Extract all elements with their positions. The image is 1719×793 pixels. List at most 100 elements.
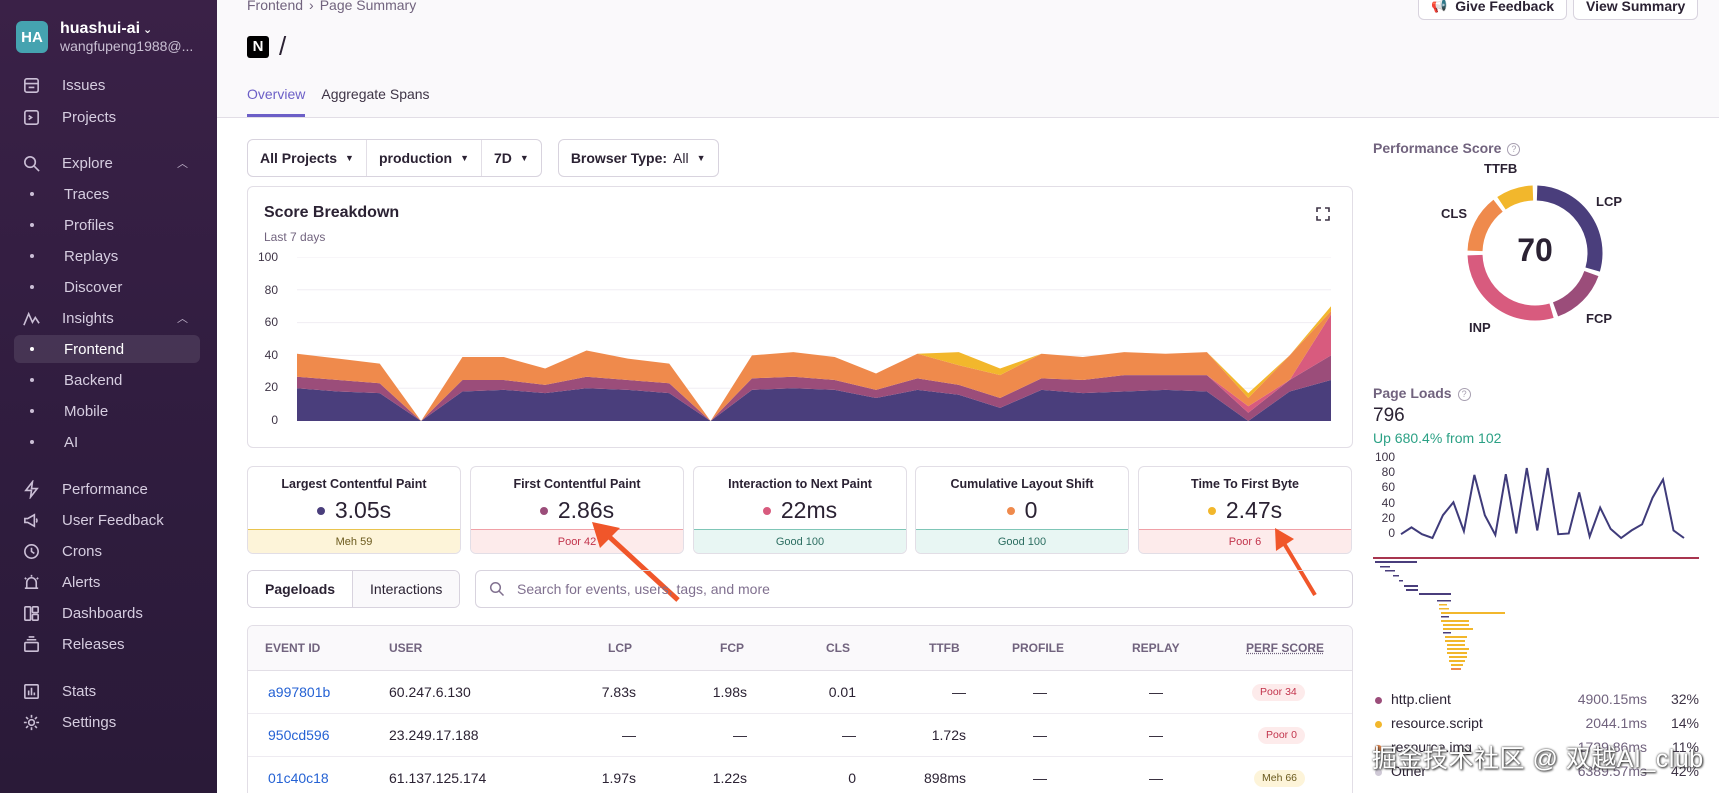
question-icon[interactable]: ? [1507, 143, 1521, 156]
nav-ai[interactable]: AI [14, 428, 200, 456]
breadcrumb-page-summary: Page Summary [319, 0, 417, 13]
col-lcp[interactable]: LCP [608, 641, 632, 655]
search-icon [489, 581, 505, 597]
vital-card-inp[interactable]: Interaction to Next Paint 22ms Good 100 [693, 466, 907, 554]
cell-ttfb: — [952, 684, 966, 700]
vital-card-lcp[interactable]: Largest Contentful Paint 3.05s Meh 59 [247, 466, 461, 554]
span-waterfall [1373, 557, 1699, 670]
col-ttfb[interactable]: TTFB [929, 641, 960, 655]
score-breakdown-chart [297, 257, 1331, 421]
legend-pct: 32% [1670, 691, 1699, 707]
vital-status: Poor 42 [471, 529, 683, 553]
event-id-link[interactable]: 950cd596 [268, 727, 330, 743]
ring-label-inp: INP [1469, 320, 1491, 335]
nav-stats[interactable]: Stats [14, 677, 200, 705]
nav-insights[interactable]: Insights ︿ [14, 304, 200, 332]
legend-pct: 14% [1670, 715, 1699, 731]
col-profile[interactable]: PROFILE [1012, 641, 1065, 655]
nav-releases[interactable]: Releases [14, 630, 200, 658]
nav-label: Projects [62, 108, 117, 126]
event-id-link[interactable]: a997801b [268, 684, 331, 700]
bullet-icon [30, 254, 34, 258]
nav-alerts[interactable]: Alerts [14, 568, 200, 596]
project-filter[interactable]: All Projects ▼ [248, 140, 367, 176]
title-text: Page Loads [1373, 385, 1452, 401]
vital-name: Largest Contentful Paint [281, 477, 427, 491]
tab-aggregate-spans[interactable]: Aggregate Spans [321, 86, 430, 102]
nav-backend[interactable]: Backend [14, 366, 200, 394]
insights-icon [20, 307, 42, 329]
nav-projects[interactable]: Projects [14, 103, 200, 131]
tab-interactions[interactable]: Interactions [353, 571, 460, 607]
nav-label: Insights [62, 309, 114, 327]
legend-row-http-client[interactable]: http.client 4900.15ms 32% [1373, 691, 1699, 711]
col-fcp[interactable]: FCP [720, 641, 744, 655]
legend-row-resource-script[interactable]: resource.script 2044.1ms 14% [1373, 715, 1699, 735]
cell-profile: — [1033, 684, 1047, 700]
tab-pageloads[interactable]: Pageloads [248, 571, 354, 607]
nav-label: Mobile [64, 402, 109, 420]
browser-filter-group: Browser Type: All ▼ [557, 139, 719, 177]
nav-traces[interactable]: Traces [14, 180, 200, 208]
nav-issues[interactable]: Issues [14, 71, 200, 99]
lightning-icon [20, 478, 42, 500]
legend-row-other[interactable]: Other 6389.57ms 42% [1373, 763, 1699, 783]
nav-settings[interactable]: Settings [14, 708, 200, 736]
legend-time: 1739.86ms [1577, 739, 1647, 755]
filter-bar: All Projects ▼ production ▼ 7D ▼ Browser Ty… [247, 139, 719, 177]
nav-mobile[interactable]: Mobile [14, 397, 200, 425]
bullet-icon [30, 409, 34, 413]
view-summary-button[interactable]: View Summary [1573, 0, 1699, 20]
cell-lcp: 7.83s [601, 684, 636, 700]
legend-row-resource-img[interactable]: resource.img 1739.86ms 11% [1373, 739, 1699, 759]
nav-user-feedback[interactable]: User Feedback [14, 506, 200, 534]
issues-icon [20, 74, 42, 96]
event-id-link[interactable]: 01c40c18 [268, 770, 329, 786]
chevron-down-icon: ⌄ [143, 24, 153, 36]
org-email: wangfupeng1988@... [60, 38, 194, 54]
page-loads-delta: Up 680.4% from 102 [1373, 430, 1502, 446]
vital-card-fcp[interactable]: First Contentful Paint 2.86s Poor 42 [470, 466, 684, 554]
sidebar: HA huashui-ai ⌄ wangfupeng1988@... Issues… [0, 0, 217, 793]
tab-overview[interactable]: Overview [247, 86, 306, 117]
vital-status: Poor 6 [1139, 529, 1351, 553]
nav-replays[interactable]: Replays [14, 242, 200, 270]
table-row[interactable]: 01c40c18 61.137.125.174 1.97s 1.22s 0 89… [248, 757, 1352, 793]
y-tick: 0 [271, 413, 278, 427]
browser-type-filter[interactable]: Browser Type: All ▼ [559, 140, 718, 176]
nav-dashboards[interactable]: Dashboards [14, 599, 200, 627]
cell-cls: 0 [848, 770, 856, 786]
nav-discover[interactable]: Discover [14, 273, 200, 301]
button-label: View Summary [1586, 0, 1686, 14]
bullet-icon [30, 440, 34, 444]
breadcrumb-frontend[interactable]: Frontend [247, 0, 304, 13]
nav-explore[interactable]: Explore ︿ [14, 149, 200, 177]
nav-label: Dashboards [62, 604, 143, 622]
expand-icon[interactable] [1316, 207, 1330, 221]
give-feedback-button[interactable]: 📢 Give Feedback [1418, 0, 1568, 20]
nav-frontend[interactable]: Frontend [14, 335, 200, 363]
col-cls[interactable]: CLS [826, 641, 850, 655]
col-perf-score[interactable]: PERF SCORE [1246, 641, 1325, 655]
vital-card-ttfb[interactable]: Time To First Byte 2.47s Poor 6 [1138, 466, 1352, 554]
col-replay[interactable]: REPLAY [1132, 641, 1180, 655]
table-row[interactable]: 950cd596 23.249.17.188 — — — 1.72s — — P… [248, 714, 1352, 757]
nav-crons[interactable]: Crons [14, 537, 200, 565]
legend-time: 6389.57ms [1577, 763, 1647, 779]
vital-card-cls[interactable]: Cumulative Layout Shift 0 Good 100 [915, 466, 1129, 554]
button-label: Give Feedback [1455, 0, 1555, 14]
org-switcher[interactable]: HA huashui-ai ⌄ wangfupeng1988@... [16, 20, 205, 54]
dashboard-icon [20, 602, 42, 624]
environment-filter[interactable]: production ▼ [367, 140, 482, 176]
col-event-id[interactable]: EVENT ID [265, 641, 321, 655]
nav-performance[interactable]: Performance [14, 475, 200, 503]
legend-dot [1375, 745, 1382, 752]
period-filter[interactable]: 7D ▼ [482, 140, 541, 176]
question-icon[interactable]: ? [1457, 388, 1471, 401]
nav-profiles[interactable]: Profiles [14, 211, 200, 239]
col-user[interactable]: USER [389, 641, 423, 655]
table-row[interactable]: a997801b 60.247.6.130 7.83s 1.98s 0.01 —… [248, 671, 1352, 714]
search-input[interactable]: Search for events, users, tags, and more [475, 570, 1353, 608]
legend-name: http.client [1391, 691, 1451, 707]
legend-dot [1375, 721, 1382, 728]
